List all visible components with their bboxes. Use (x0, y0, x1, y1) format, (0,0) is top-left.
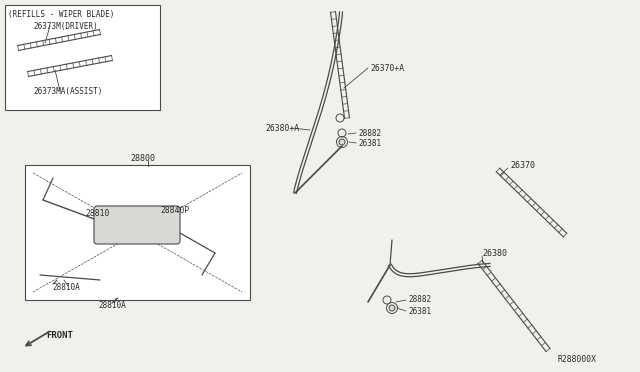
FancyBboxPatch shape (94, 206, 180, 244)
Text: 28810: 28810 (85, 208, 109, 218)
Text: FRONT: FRONT (46, 330, 73, 340)
Text: R288000X: R288000X (558, 356, 597, 365)
Text: 26370+A: 26370+A (370, 64, 404, 73)
Text: 28810A: 28810A (98, 301, 125, 310)
Text: 26380+A: 26380+A (265, 124, 299, 132)
Text: 26373M(DRIVER): 26373M(DRIVER) (33, 22, 98, 31)
Text: 28882: 28882 (408, 295, 431, 305)
Text: 28840P: 28840P (160, 205, 189, 215)
Text: 28882: 28882 (358, 128, 381, 138)
Bar (5, 5, 160, 110)
Circle shape (190, 267, 200, 277)
Circle shape (389, 305, 395, 311)
Text: 26381: 26381 (408, 307, 431, 315)
Circle shape (339, 139, 345, 145)
Text: (REFILLS - WIPER BLADE): (REFILLS - WIPER BLADE) (8, 10, 115, 19)
Bar (25, 165, 250, 300)
Text: 26381: 26381 (358, 138, 381, 148)
Text: 26373MA(ASSIST): 26373MA(ASSIST) (33, 87, 102, 96)
Text: 26370: 26370 (510, 160, 535, 170)
Text: 28810A: 28810A (52, 283, 80, 292)
Text: 28800: 28800 (130, 154, 155, 163)
Text: 26380: 26380 (482, 248, 507, 257)
